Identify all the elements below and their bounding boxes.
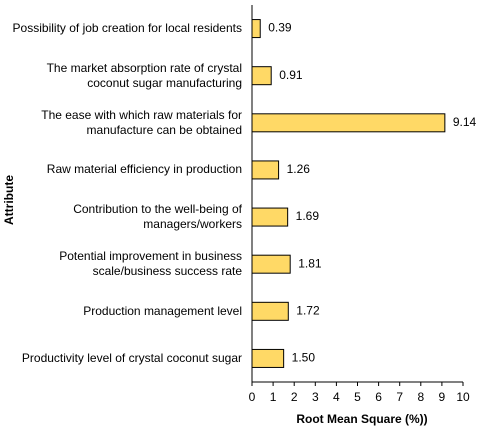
y-tick-label-box: Raw material efficiency in production: [46, 162, 242, 177]
bar: [251, 113, 446, 133]
value-label: 0.39: [268, 21, 292, 35]
y-tick-label-box: The ease with which raw materials for ma…: [41, 107, 242, 137]
bar: [251, 254, 291, 274]
x-tick-label: 3: [312, 390, 319, 404]
bar: [251, 207, 289, 227]
x-tick-label: 9: [439, 390, 446, 404]
value-label: 1.72: [296, 303, 320, 317]
y-tick-label: Possibility of job creation for local re…: [12, 21, 242, 36]
bar: [251, 160, 280, 180]
x-tick-label: 4: [333, 390, 340, 404]
x-tick-label: 5: [354, 390, 361, 404]
y-tick-label-box: Potential improvement in business scale/…: [59, 249, 242, 279]
x-tick-label: 1: [270, 390, 277, 404]
x-tick-label: 0: [249, 390, 256, 404]
value-label: 1.81: [298, 256, 322, 270]
y-axis-label: Attribute: [2, 175, 16, 225]
value-label: 1.50: [292, 351, 316, 365]
value-label: 1.26: [287, 162, 311, 176]
y-tick-label: Potential improvement in business scale/…: [59, 249, 242, 279]
bar: [251, 348, 285, 368]
y-tick-label: The market absorption rate of crystal co…: [46, 60, 242, 90]
y-tick-label: Productivity level of crystal coconut su…: [21, 350, 242, 365]
y-tick-label: Contribution to the well-being of manage…: [73, 202, 242, 232]
x-tick-label: 2: [291, 390, 298, 404]
value-label: 0.91: [279, 68, 303, 82]
y-tick-label: Production management level: [83, 303, 242, 318]
y-tick-label-box: Contribution to the well-being of manage…: [73, 202, 242, 232]
bar: [251, 66, 272, 86]
x-tick-label: 8: [417, 390, 424, 404]
y-tick-label: The ease with which raw materials for ma…: [41, 107, 242, 137]
bar: [251, 301, 289, 321]
y-tick-label-box: Production management level: [83, 303, 242, 318]
y-tick-label: Raw material efficiency in production: [46, 162, 242, 177]
x-tick-label: 7: [396, 390, 403, 404]
x-axis-label: Root Mean Square (%)): [296, 412, 427, 426]
x-tick-label: 10: [456, 390, 470, 404]
y-tick-label-box: Productivity level of crystal coconut su…: [21, 350, 242, 365]
y-tick-label-box: Possibility of job creation for local re…: [12, 21, 242, 36]
x-tick-label: 6: [375, 390, 382, 404]
value-label: 1.69: [296, 209, 320, 223]
bar: [251, 19, 261, 39]
y-tick-label-box: The market absorption rate of crystal co…: [46, 60, 242, 90]
value-label: 9.14: [453, 115, 477, 129]
